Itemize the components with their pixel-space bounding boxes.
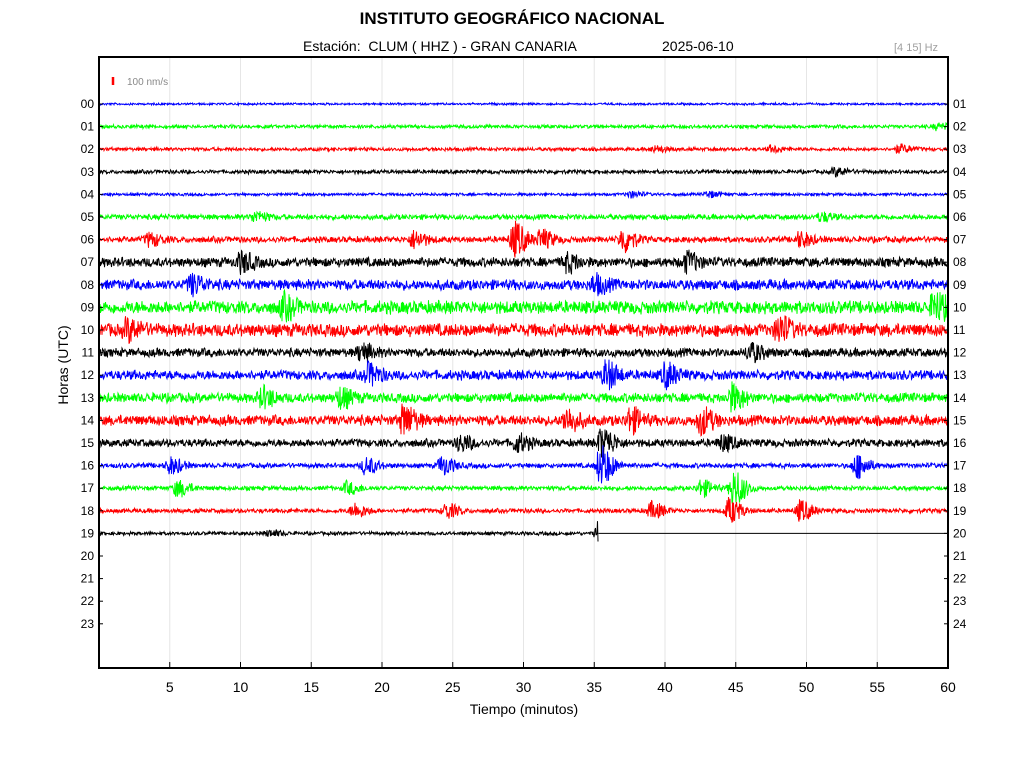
hour-label-right-13: 13	[953, 368, 967, 382]
x-tick-label-25: 25	[445, 679, 461, 695]
hour-label-left-20: 20	[81, 549, 95, 563]
hour-label-right-17: 17	[953, 459, 967, 473]
hour-label-right-04: 04	[953, 165, 967, 179]
amplitude-scale: 100 nm/s	[111, 77, 168, 88]
hour-label-right-08: 08	[953, 255, 967, 269]
date-label: 2025-06-10	[662, 38, 734, 54]
trace-hour-05	[99, 210, 949, 223]
trace-hour-19	[99, 521, 599, 542]
trace-hour-11	[99, 341, 949, 364]
hour-label-right-22: 22	[953, 572, 967, 586]
station-label: Estación: CLUM ( HHZ ) - GRAN CANARIA	[303, 38, 577, 54]
hour-label-right-18: 18	[953, 481, 967, 495]
seismic-traces	[99, 101, 949, 542]
x-tick-label-55: 55	[869, 679, 885, 695]
hour-label-right-05: 05	[953, 187, 967, 201]
hour-label-left-23: 23	[81, 617, 95, 631]
x-ticks: 5 10 15 20 25 30 35 40 45 50 55 60	[166, 662, 956, 695]
hour-label-right-23: 23	[953, 594, 967, 608]
scale-label: 100 nm/s	[127, 77, 168, 88]
hour-label-left-00: 00	[81, 97, 95, 111]
hour-label-left-08: 08	[81, 278, 95, 292]
chart-title: INSTITUTO GEOGRÁFICO NACIONAL	[359, 9, 665, 28]
trace-hour-14	[99, 403, 949, 437]
trace-hour-10	[99, 315, 949, 344]
x-tick-label-20: 20	[374, 679, 390, 695]
hour-label-left-16: 16	[81, 459, 95, 473]
hour-label-right-01: 01	[953, 97, 967, 111]
hour-label-right-19: 19	[953, 504, 967, 518]
hour-label-left-14: 14	[81, 413, 95, 427]
hour-label-right-15: 15	[953, 413, 967, 427]
hour-label-left-03: 03	[81, 165, 95, 179]
trace-hour-17	[99, 472, 949, 505]
trace-hour-08	[99, 272, 949, 298]
hour-label-right-14: 14	[953, 391, 967, 405]
hour-label-right-20: 20	[953, 526, 967, 540]
trace-hour-01	[99, 121, 948, 132]
hour-label-left-17: 17	[81, 481, 95, 495]
filter-band-label: [4 15] Hz	[894, 42, 939, 54]
hour-label-left-12: 12	[81, 368, 95, 382]
trace-hour-06	[99, 220, 949, 258]
hour-label-left-15: 15	[81, 436, 95, 450]
hour-label-left-04: 04	[81, 187, 95, 201]
hour-label-right-11: 11	[953, 323, 966, 337]
trace-hour-02	[99, 143, 949, 155]
x-tick-label-10: 10	[233, 679, 249, 695]
x-tick-label-45: 45	[728, 679, 744, 695]
hour-label-left-05: 05	[81, 210, 95, 224]
trace-hour-03	[99, 166, 949, 178]
hour-label-right-12: 12	[953, 346, 967, 360]
trace-hour-13	[99, 381, 949, 413]
x-tick-label-50: 50	[799, 679, 815, 695]
trace-hour-18	[99, 496, 949, 523]
trace-hour-15	[99, 428, 949, 461]
hour-label-left-07: 07	[81, 255, 95, 269]
trace-hour-12	[99, 359, 949, 391]
trace-hour-09	[99, 288, 949, 323]
trace-hour-16	[99, 445, 949, 484]
hour-label-left-09: 09	[81, 300, 95, 314]
hour-label-left-10: 10	[81, 323, 95, 337]
hour-label-left-22: 22	[81, 594, 95, 608]
hour-label-right-21: 21	[953, 549, 967, 563]
x-tick-label-5: 5	[166, 679, 174, 695]
trace-hour-04	[99, 190, 949, 199]
hour-label-left-19: 19	[81, 526, 95, 540]
hour-label-right-02: 02	[953, 120, 967, 134]
x-tick-label-15: 15	[303, 679, 319, 695]
hour-label-left-01: 01	[81, 120, 95, 134]
hour-label-right-10: 10	[953, 300, 967, 314]
hour-label-left-18: 18	[81, 504, 95, 518]
hour-label-left-21: 21	[81, 572, 95, 586]
hour-label-right-24: 24	[953, 617, 967, 631]
hour-labels-right: 01 02 03 04 05 06 07 08 09 10 11 12 13 14 15 16 17 18 19 20…	[944, 97, 967, 631]
hour-label-left-11: 11	[82, 346, 95, 360]
x-tick-label-60: 60	[940, 679, 956, 695]
hour-label-left-02: 02	[81, 142, 95, 156]
x-tick-label-40: 40	[657, 679, 673, 695]
x-tick-label-35: 35	[586, 679, 602, 695]
trace-hour-00	[99, 101, 949, 107]
x-axis-label: Tiempo (minutos)	[469, 701, 579, 717]
hour-label-right-16: 16	[953, 436, 967, 450]
hour-label-right-07: 07	[953, 233, 967, 247]
hour-label-right-06: 06	[953, 210, 967, 224]
x-tick-label-30: 30	[516, 679, 532, 695]
hour-labels-left: 00 01 02 03 04 05 06 07 08 09 10 11 12 13 14 15 16 17 18 19…	[81, 97, 103, 631]
trace-hour-07	[99, 249, 949, 275]
hour-label-left-13: 13	[81, 391, 95, 405]
hour-label-right-09: 09	[953, 278, 967, 292]
hour-label-left-06: 06	[81, 233, 95, 247]
hour-label-right-03: 03	[953, 142, 967, 156]
grid-lines	[169, 57, 878, 668]
